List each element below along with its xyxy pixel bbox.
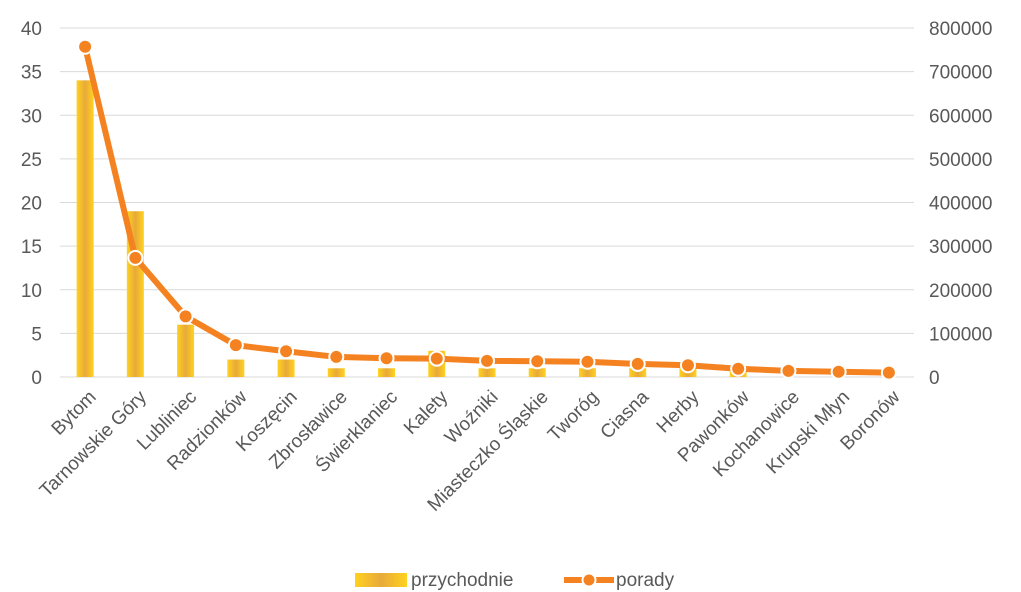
legend-marker-porady xyxy=(581,572,597,588)
point-porady xyxy=(529,353,546,370)
point-porady xyxy=(880,364,897,381)
x-tick-label: Tworóg xyxy=(544,387,603,446)
bar-przychodnie xyxy=(629,368,647,377)
point-porady xyxy=(730,360,747,377)
bar-przychodnie xyxy=(327,368,345,377)
point-porady xyxy=(629,355,646,372)
left-tick-label: 10 xyxy=(21,281,42,302)
left-tick-label: 35 xyxy=(21,63,42,84)
legend: przychodnie porady xyxy=(355,570,675,591)
right-tick-label: 300000 xyxy=(929,237,992,258)
right-axis: 0 100000 200000 300000 400000 500000 600000 700… xyxy=(929,19,992,389)
left-axis: 0 5 10 15 20 25 30 35 40 xyxy=(21,19,42,389)
right-tick-label: 800000 xyxy=(929,19,992,40)
right-tick-label: 700000 xyxy=(929,63,992,84)
gridlines xyxy=(60,27,914,378)
line-porady xyxy=(82,43,892,376)
point-porady xyxy=(278,343,295,360)
bar-przychodnie xyxy=(578,368,596,377)
right-tick-label: 600000 xyxy=(929,106,992,127)
x-tick-label: Ciasna xyxy=(597,386,654,443)
left-tick-label: 5 xyxy=(31,324,42,345)
point-porady xyxy=(479,352,495,369)
legend-swatch-przychodnie xyxy=(355,573,407,587)
bar-przychodnie xyxy=(478,368,496,377)
point-porady xyxy=(428,350,445,367)
legend-label-przychodnie: przychodnie xyxy=(411,570,513,591)
left-tick-label: 30 xyxy=(21,106,42,127)
right-tick-label: 200000 xyxy=(929,281,992,302)
point-porady xyxy=(328,348,345,365)
right-tick-label: 100000 xyxy=(929,324,992,345)
bar-przychodnie xyxy=(528,368,546,377)
point-porady xyxy=(780,362,797,379)
bar-przychodnie xyxy=(76,80,94,377)
right-tick-label: 500000 xyxy=(929,150,992,171)
bar-series xyxy=(76,80,747,377)
line-series xyxy=(77,38,897,381)
point-porady xyxy=(77,38,94,55)
point-porady xyxy=(378,350,395,367)
point-porady xyxy=(679,357,696,374)
right-tick-label: 400000 xyxy=(929,194,992,215)
point-porady xyxy=(579,353,596,370)
left-tick-label: 25 xyxy=(21,150,42,171)
bar-przychodnie xyxy=(227,359,245,377)
bar-przychodnie xyxy=(177,324,195,377)
left-tick-label: 20 xyxy=(21,194,42,215)
point-porady xyxy=(830,363,847,380)
right-tick-label: 0 xyxy=(929,368,940,389)
bar-przychodnie xyxy=(378,368,396,377)
left-tick-label: 0 xyxy=(31,368,42,389)
point-porady xyxy=(227,337,244,354)
point-porady xyxy=(127,249,144,266)
left-tick-label: 40 xyxy=(21,19,42,40)
legend-label-porady: porady xyxy=(616,570,675,591)
left-tick-label: 15 xyxy=(21,237,42,258)
point-porady xyxy=(177,308,194,325)
bar-przychodnie xyxy=(277,359,295,377)
